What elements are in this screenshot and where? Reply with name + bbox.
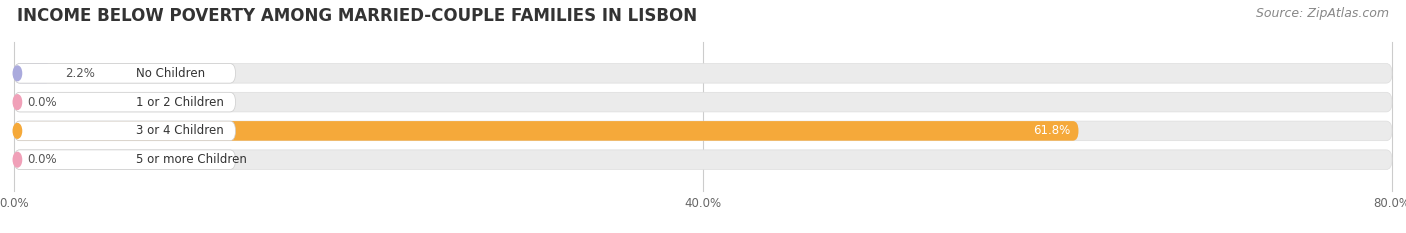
Text: 1 or 2 Children: 1 or 2 Children	[136, 96, 224, 109]
Text: No Children: No Children	[136, 67, 205, 80]
Circle shape	[13, 152, 21, 167]
FancyBboxPatch shape	[14, 64, 1392, 83]
FancyBboxPatch shape	[14, 121, 1392, 141]
FancyBboxPatch shape	[14, 64, 52, 83]
Text: 61.8%: 61.8%	[1033, 124, 1070, 137]
Text: Source: ZipAtlas.com: Source: ZipAtlas.com	[1256, 7, 1389, 20]
FancyBboxPatch shape	[14, 150, 236, 169]
FancyBboxPatch shape	[14, 121, 1078, 141]
Circle shape	[13, 66, 21, 81]
FancyBboxPatch shape	[14, 92, 1392, 112]
FancyBboxPatch shape	[14, 92, 236, 112]
Text: INCOME BELOW POVERTY AMONG MARRIED-COUPLE FAMILIES IN LISBON: INCOME BELOW POVERTY AMONG MARRIED-COUPL…	[17, 7, 697, 25]
FancyBboxPatch shape	[14, 150, 1392, 169]
Text: 3 or 4 Children: 3 or 4 Children	[136, 124, 224, 137]
Text: 5 or more Children: 5 or more Children	[136, 153, 246, 166]
FancyBboxPatch shape	[14, 64, 236, 83]
Text: 2.2%: 2.2%	[65, 67, 96, 80]
Circle shape	[13, 95, 21, 110]
Text: 0.0%: 0.0%	[27, 96, 56, 109]
Text: 0.0%: 0.0%	[27, 153, 56, 166]
FancyBboxPatch shape	[14, 121, 236, 141]
Circle shape	[13, 123, 21, 138]
